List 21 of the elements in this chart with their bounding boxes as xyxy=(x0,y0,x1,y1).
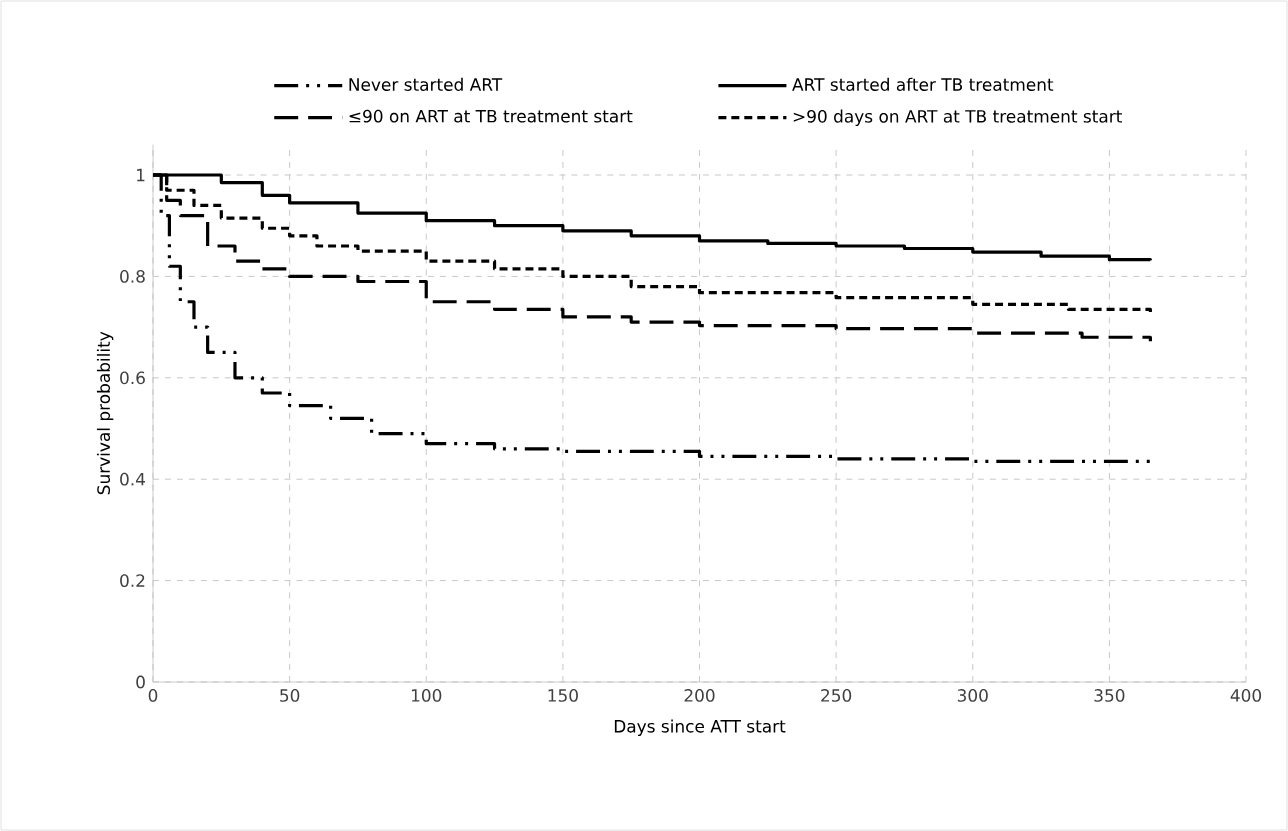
y-tick-label: 1 xyxy=(137,168,145,182)
x-tick-label: 300 xyxy=(957,689,988,702)
y-tick-label: 0.6 xyxy=(120,371,145,385)
x-tick-label: 0 xyxy=(148,689,158,702)
y-tick-label: 0.4 xyxy=(120,472,145,486)
legend-label: Never started ART xyxy=(349,77,503,91)
x-tick-label: 350 xyxy=(1094,689,1125,702)
legend-label: ART started after TB treatment xyxy=(792,77,1054,91)
x-tick-label: 400 xyxy=(1230,689,1262,702)
y-tick-label: 0 xyxy=(136,675,145,689)
y-tick-label: 0.2 xyxy=(120,574,145,588)
x-tick-label: 200 xyxy=(684,689,715,702)
x-tick-label: 150 xyxy=(548,689,578,702)
x-tick-label: 250 xyxy=(821,689,852,702)
x-tick-label: 50 xyxy=(280,689,300,702)
legend-label: >90 days on ART at TB treatment start xyxy=(793,109,1122,127)
x-tick-label: 100 xyxy=(411,689,442,702)
x-axis-title: Days since ATT start xyxy=(614,719,786,736)
y-axis-title: Survival probability xyxy=(96,331,114,495)
y-tick-label: 0.8 xyxy=(120,270,145,283)
legend-label: ≤90 on ART at TB treatment start xyxy=(349,109,633,123)
